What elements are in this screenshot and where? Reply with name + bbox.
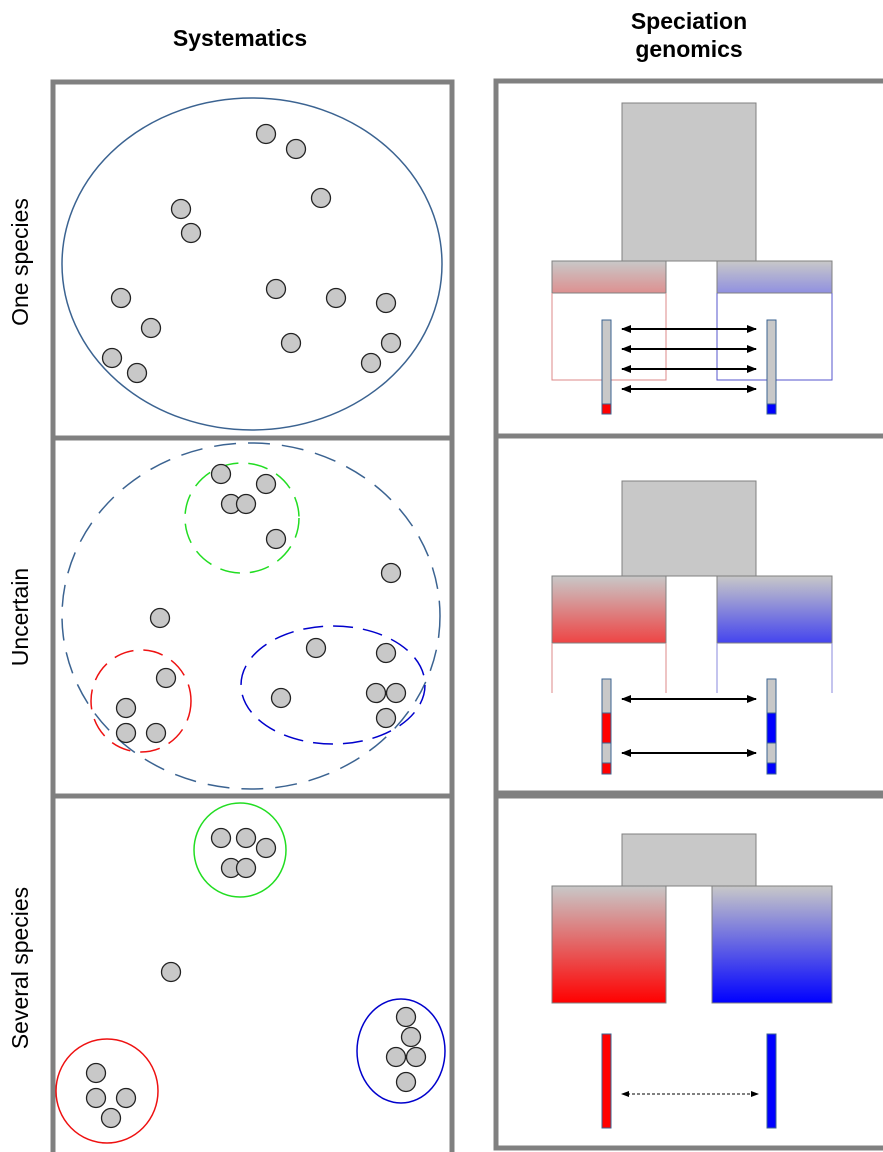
individual (100, 1107, 122, 1129)
frame-left-3 (50, 793, 455, 1152)
individuals-panel-3 (85, 827, 427, 1129)
red-genome-diverged-region (601, 403, 612, 415)
individual (160, 961, 182, 983)
one-species-outline (61, 97, 443, 431)
right-panel-frames (493, 78, 883, 1151)
individual (145, 722, 167, 744)
red-lineage-block (551, 885, 667, 1004)
gene-flow-arrows (621, 325, 757, 393)
individual (210, 463, 232, 485)
individual (385, 1046, 407, 1068)
individual (115, 697, 137, 719)
individual (140, 317, 162, 339)
individual (380, 562, 402, 584)
individual (235, 827, 257, 849)
individual (85, 1062, 107, 1084)
left-panel-frames (50, 79, 455, 1152)
individual (255, 473, 277, 495)
blue-genome-diverged-region (766, 762, 777, 775)
speciation-tree-1 (551, 102, 833, 415)
ancestor-block (621, 833, 757, 887)
red-species-outline (55, 1038, 159, 1144)
individual (235, 493, 257, 515)
speciation-tree-3 (551, 833, 833, 1129)
frame-right-2 (493, 433, 883, 796)
red-lineage-outline (551, 643, 667, 693)
row-label-uncertain: Uncertain (7, 568, 33, 666)
individual (155, 667, 177, 689)
header-systematics: Systematics (173, 25, 307, 51)
ancestor-block (621, 480, 757, 577)
individual (170, 198, 192, 220)
individual (305, 637, 327, 659)
ancestor-block (621, 102, 757, 262)
individual (255, 123, 277, 145)
row-label-several-species: Several species (7, 887, 33, 1049)
individual (400, 1026, 422, 1048)
individual (375, 707, 397, 729)
individual (115, 722, 137, 744)
blue-species-outline (356, 998, 446, 1104)
individual (180, 222, 202, 244)
individual (265, 278, 287, 300)
individual (149, 607, 171, 629)
blue-lineage-block (716, 260, 833, 294)
blue-genome-diverged-region (766, 403, 777, 415)
individual (115, 1087, 137, 1109)
blue-genome-bar (766, 319, 777, 405)
red-genome-bar (601, 319, 612, 405)
uncertain-outer-outline (61, 442, 441, 790)
individual (101, 347, 123, 369)
blue-genome-bar (766, 1033, 777, 1129)
frame-left-1 (50, 79, 455, 441)
header-speciation-line1: Speciation (631, 8, 747, 34)
individual (405, 1046, 427, 1068)
individual (395, 1071, 417, 1093)
blue-lineage-block (711, 885, 833, 1004)
blue-genome-diverged-region (766, 712, 777, 744)
row-label-one-species: One species (7, 198, 33, 326)
individuals-panel-2 (115, 463, 407, 744)
blue-lineage-outline (716, 643, 833, 693)
blue-cluster-dashed (240, 625, 426, 745)
gene-flow-arrows (621, 695, 757, 757)
individual (85, 1087, 107, 1109)
red-lineage-block (551, 260, 667, 294)
red-genome-diverged-region (601, 712, 612, 744)
red-lineage-block (551, 575, 667, 644)
individual (380, 332, 402, 354)
red-cluster-dashed (90, 649, 192, 753)
green-cluster-dashed (184, 462, 300, 574)
frame-right-3 (493, 793, 883, 1151)
individual (210, 827, 232, 849)
red-genome-diverged-region (601, 762, 612, 775)
speciation-tree-2 (551, 480, 833, 775)
individual (395, 1006, 417, 1028)
individual (310, 187, 332, 209)
individual (280, 332, 302, 354)
individual (360, 352, 382, 374)
individual (385, 682, 407, 704)
individual (365, 682, 387, 704)
individual (265, 528, 287, 550)
individual (285, 138, 307, 160)
individual (375, 292, 397, 314)
individual (110, 287, 132, 309)
individual (270, 687, 292, 709)
individual (126, 362, 148, 384)
individual (235, 857, 257, 879)
individuals-panel-1 (101, 123, 402, 384)
header-speciation-line2: genomics (635, 36, 742, 62)
blue-lineage-block (716, 575, 833, 644)
red-genome-bar (601, 1033, 612, 1129)
individual (325, 287, 347, 309)
green-species-outline (193, 802, 287, 898)
individual (255, 837, 277, 859)
individual (375, 642, 397, 664)
